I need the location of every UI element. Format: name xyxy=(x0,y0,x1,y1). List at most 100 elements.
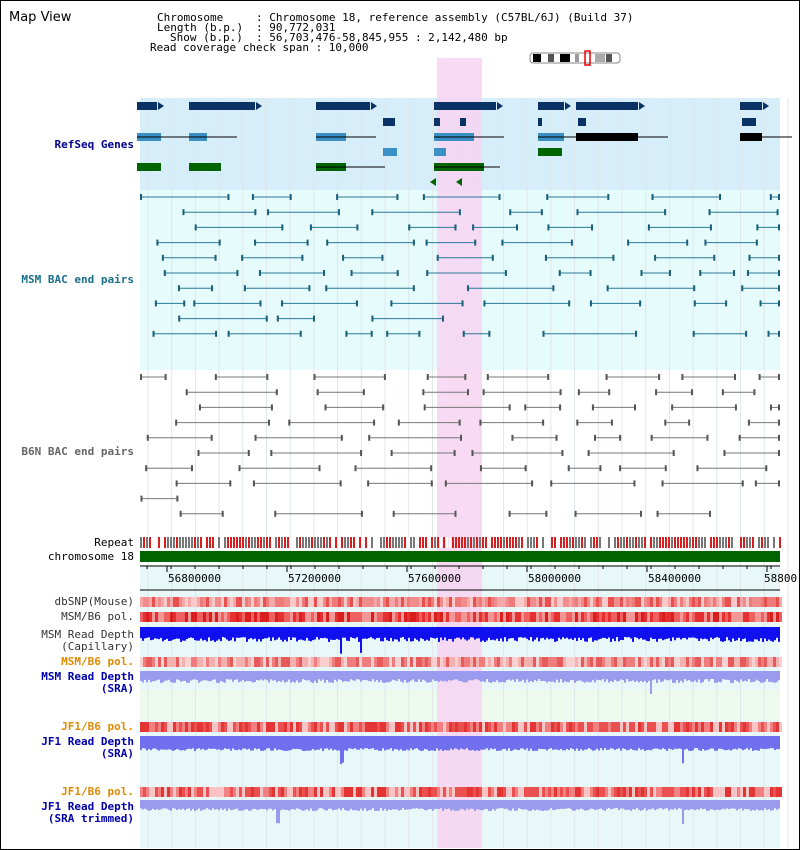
track-label-refseq[interactable]: RefSeq Genes xyxy=(54,138,134,151)
depth-bar xyxy=(424,736,426,750)
depth-bar xyxy=(302,736,304,751)
depth-bar xyxy=(564,627,566,639)
depth-bar xyxy=(734,800,736,809)
repeat-mark xyxy=(236,537,238,548)
repeat-mark xyxy=(572,537,574,548)
depth-bar xyxy=(778,736,780,750)
depth-bar xyxy=(414,800,416,809)
heat-cell xyxy=(290,597,293,607)
bac-end-marker xyxy=(508,404,511,411)
heat-cell xyxy=(746,722,749,732)
repeat-mark xyxy=(155,537,157,548)
heat-cell xyxy=(527,722,530,732)
depth-bar xyxy=(668,671,670,681)
bac-end-marker xyxy=(639,300,642,307)
bac-end-marker xyxy=(693,300,696,307)
heat-cell xyxy=(236,722,239,732)
depth-bar xyxy=(210,671,212,682)
repeat-mark xyxy=(170,537,172,548)
depth-bar xyxy=(410,736,412,749)
track-label-jf1-depth-trimmed[interactable]: JF1 Read Depth xyxy=(41,800,134,813)
depth-bar xyxy=(660,671,662,683)
depth-bar xyxy=(620,736,622,751)
depth-bar xyxy=(330,671,332,683)
heat-cell xyxy=(434,597,437,607)
heat-cell xyxy=(398,787,401,797)
heat-cell xyxy=(590,787,593,797)
depth-bar xyxy=(310,627,312,642)
depth-bar xyxy=(270,671,272,680)
depth-bar xyxy=(458,800,460,811)
depth-bar xyxy=(340,800,342,811)
depth-bar xyxy=(608,627,610,638)
track-label-msm-depth-capillary[interactable]: MSM Read Depth xyxy=(41,628,134,641)
heat-cell xyxy=(545,612,548,622)
depth-bar xyxy=(404,736,406,751)
track-label-jf1-depth-sra[interactable]: JF1 Read Depth xyxy=(41,735,134,748)
track-label-jf1-b6-pol-2[interactable]: JF1/B6 pol. xyxy=(61,785,134,798)
depth-bar xyxy=(444,671,446,681)
depth-bar xyxy=(566,736,568,749)
heat-cell xyxy=(404,722,407,732)
depth-bar xyxy=(482,800,484,811)
depth-bar xyxy=(306,736,308,751)
heat-cell xyxy=(158,597,161,607)
heat-cell xyxy=(452,787,455,797)
heat-cell xyxy=(575,722,578,732)
heat-cell xyxy=(740,722,743,732)
heat-cell xyxy=(416,722,419,732)
bac-end-marker xyxy=(550,480,553,487)
depth-bar xyxy=(764,736,766,749)
heat-cell xyxy=(617,597,620,607)
heat-cell xyxy=(428,787,431,797)
depth-bar xyxy=(514,736,516,750)
depth-bar xyxy=(300,627,302,640)
depth-bar xyxy=(420,736,422,751)
depth-bar xyxy=(270,736,272,751)
repeat-mark xyxy=(389,537,391,548)
heat-cell xyxy=(650,787,653,797)
track-label-msm-depth-sra[interactable]: MSM Read Depth xyxy=(41,670,134,683)
depth-bar xyxy=(630,800,632,811)
repeat-mark xyxy=(344,537,346,548)
track-label-chromosome[interactable]: chromosome 18 xyxy=(47,550,134,563)
heat-cell xyxy=(359,657,362,667)
bac-end-marker xyxy=(397,419,400,426)
heat-cell xyxy=(221,612,224,622)
track-label-msm-b6-pol-2[interactable]: MSM/B6 pol. xyxy=(61,655,134,668)
bac-end-marker xyxy=(140,374,143,380)
track-label-repeat[interactable]: Repeat xyxy=(94,536,134,549)
heat-cell xyxy=(587,722,590,732)
heat-cell xyxy=(278,597,281,607)
depth-bar xyxy=(228,800,230,809)
bac-end-marker xyxy=(266,374,269,380)
heat-cell xyxy=(761,787,764,797)
chromosome-key: Chromosome xyxy=(157,11,224,24)
heat-cell xyxy=(380,787,383,797)
track-label-jf1-b6-pol[interactable]: JF1/B6 pol. xyxy=(61,720,134,733)
track-label-msm-bac[interactable]: MSM BAC end pairs xyxy=(21,273,134,286)
depth-bar xyxy=(200,627,202,639)
heat-cell xyxy=(302,597,305,607)
depth-bar xyxy=(744,671,746,681)
heat-cell xyxy=(275,597,278,607)
track-label-dbsnp[interactable]: dbSNP(Mouse) xyxy=(54,595,134,608)
track-label-msm-b6-pol[interactable]: MSM/B6 pol. xyxy=(61,610,134,623)
bac-end-marker xyxy=(607,194,610,200)
heat-cell xyxy=(152,657,155,667)
heat-cell xyxy=(725,657,728,667)
depth-bar xyxy=(748,736,750,750)
heat-cell xyxy=(545,722,548,732)
bac-end-marker xyxy=(709,510,712,517)
depth-bar xyxy=(738,800,740,810)
depth-bar xyxy=(562,736,564,751)
depth-bar xyxy=(434,736,436,751)
depth-bar xyxy=(510,800,512,811)
depth-bar xyxy=(572,800,574,811)
heat-cell xyxy=(671,787,674,797)
depth-bar xyxy=(658,736,660,750)
heat-cell xyxy=(281,657,284,667)
bac-end-marker xyxy=(668,270,671,276)
track-label-b6n-bac[interactable]: B6N BAC end pairs xyxy=(21,445,134,458)
